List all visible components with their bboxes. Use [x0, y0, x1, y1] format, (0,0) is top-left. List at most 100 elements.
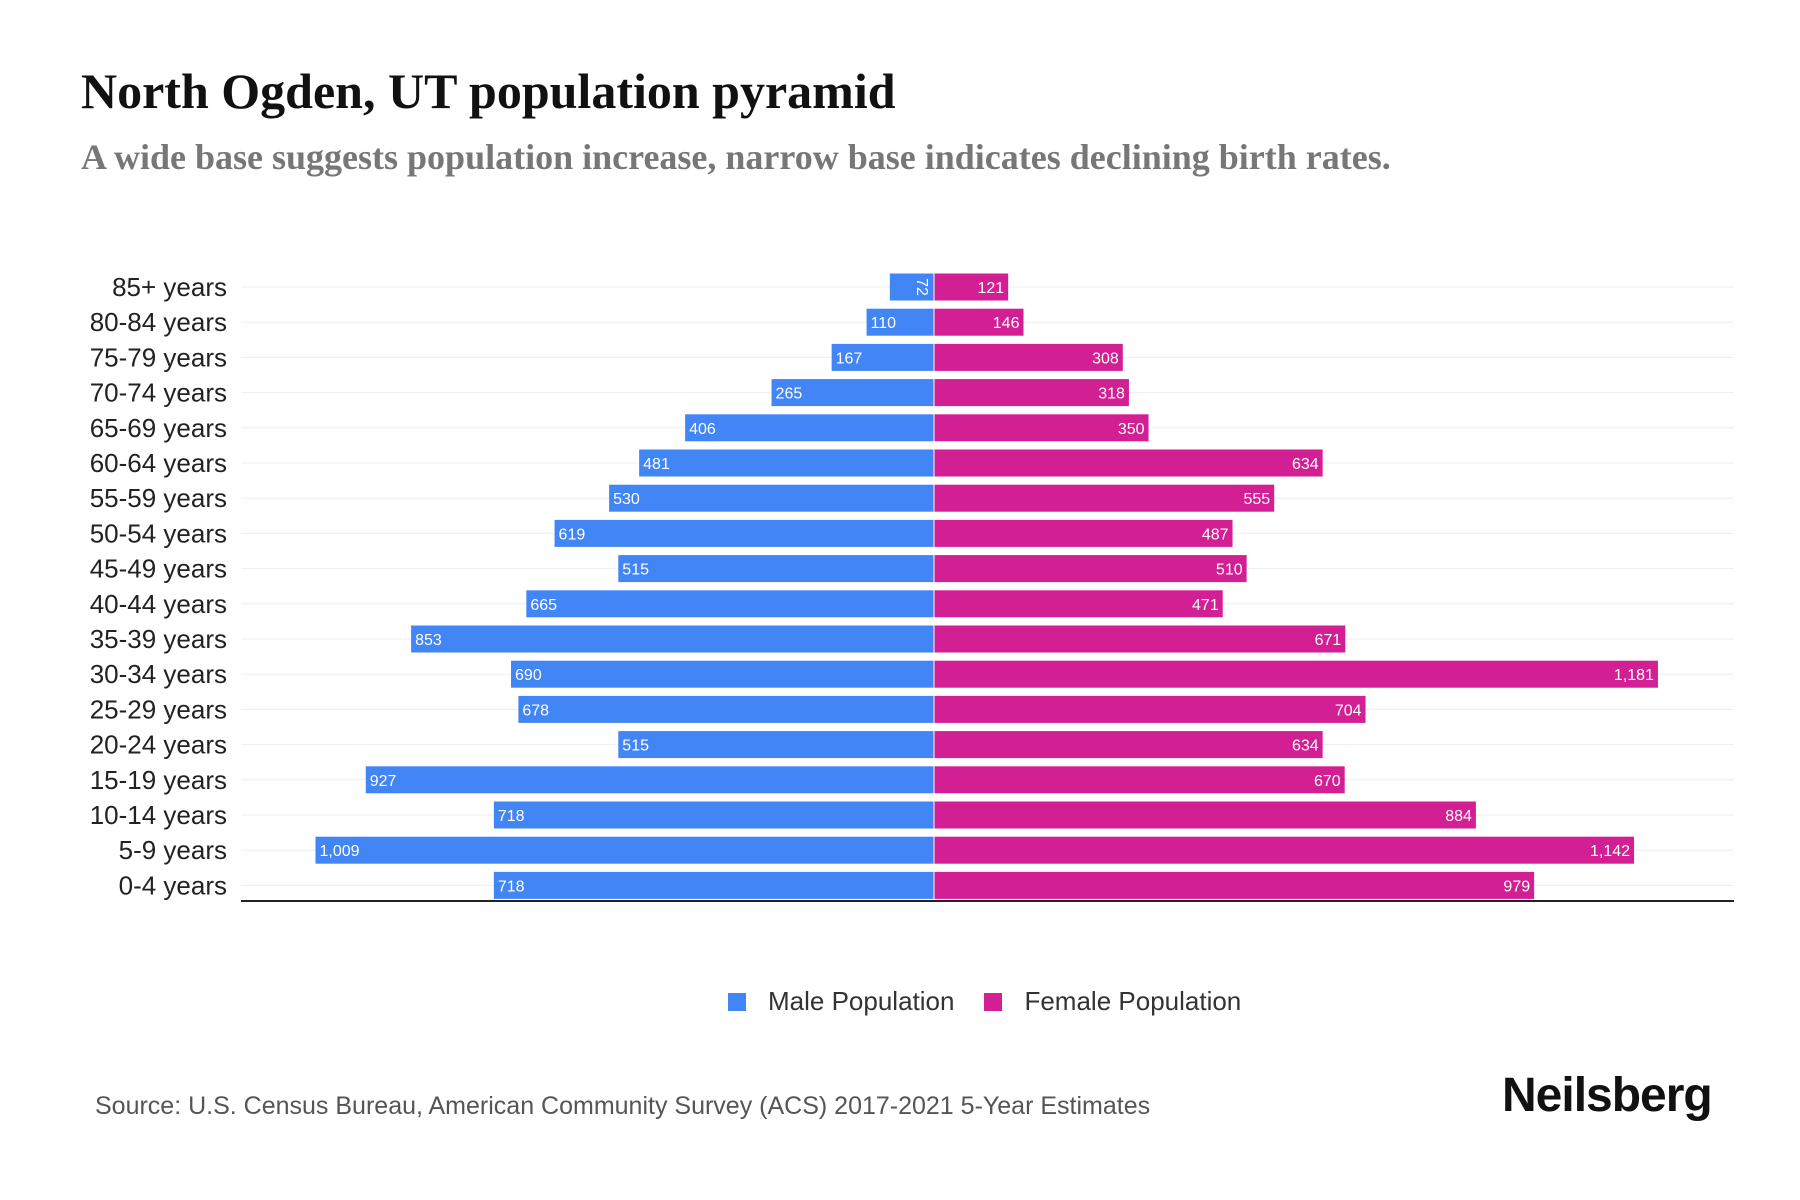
bar-male [771, 379, 934, 407]
data-label-female: 704 [1335, 702, 1362, 719]
y-tick-label: 20-24 years [90, 730, 227, 760]
bar-male [365, 766, 934, 794]
data-label-male: 1,009 [319, 843, 359, 860]
data-label-male: 678 [522, 702, 549, 719]
bar-male [685, 414, 934, 442]
bar-male [618, 731, 934, 759]
y-tick-label: 55-59 years [90, 483, 227, 513]
bar-female [934, 871, 1535, 899]
bar-female [934, 731, 1323, 759]
y-tick-label: 40-44 years [90, 589, 227, 619]
y-tick-label: 15-19 years [90, 765, 227, 795]
y-tick-label: 35-39 years [90, 624, 227, 654]
y-tick-label: 65-69 years [90, 413, 227, 443]
data-label-female: 1,181 [1614, 667, 1654, 684]
data-label-female: 555 [1244, 491, 1271, 508]
bar-female [934, 555, 1247, 583]
y-tick-label: 75-79 years [90, 342, 227, 372]
bar-male [518, 695, 934, 723]
bar-female [934, 449, 1323, 477]
data-label-female: 471 [1192, 597, 1219, 614]
bar-female [934, 695, 1366, 723]
data-label-female: 884 [1445, 808, 1472, 825]
data-label-female: 634 [1292, 738, 1319, 755]
data-label-male: 690 [515, 667, 542, 684]
bar-female [934, 766, 1345, 794]
data-label-female: 121 [977, 280, 1004, 297]
data-label-male: 515 [622, 562, 649, 579]
bar-female [934, 308, 1024, 336]
data-label-female: 1,142 [1590, 843, 1630, 860]
bar-female [934, 660, 1658, 688]
chart-subtitle: A wide base suggests population increase… [81, 137, 1391, 177]
chart-title: North Ogden, UT population pyramid [81, 63, 896, 119]
y-tick-label: 30-34 years [90, 659, 227, 689]
y-tick-label: 50-54 years [90, 518, 227, 548]
bar-male [889, 273, 934, 301]
data-label-male: 619 [559, 526, 586, 543]
data-label-male: 167 [836, 350, 863, 367]
data-label-female: 487 [1202, 526, 1229, 543]
y-tick-label: 25-29 years [90, 694, 227, 724]
y-tick-label: 5-9 years [119, 835, 227, 865]
data-label-male: 515 [622, 738, 649, 755]
data-label-female: 318 [1098, 386, 1125, 403]
source-note: Source: U.S. Census Bureau, American Com… [95, 1092, 1151, 1120]
data-label-female: 979 [1503, 878, 1530, 895]
data-label-female: 308 [1092, 350, 1119, 367]
bar-female [934, 484, 1275, 512]
legend-label-male: Male Population [768, 986, 955, 1016]
bar-female [934, 625, 1346, 653]
data-label-female: 146 [993, 315, 1020, 332]
data-label-male: 718 [498, 808, 525, 825]
legend-item-male[interactable]: Male Population [728, 986, 954, 1017]
legend: Male Population Female Population [728, 986, 1271, 1017]
y-tick-label: 0-4 years [119, 870, 227, 900]
bar-male [866, 308, 934, 336]
data-label-male: 927 [370, 773, 397, 790]
data-label-male: 718 [498, 878, 525, 895]
bar-female [934, 343, 1123, 371]
neilsberg-logo: Neilsberg [1502, 1069, 1713, 1122]
data-label-male: 265 [776, 386, 803, 403]
legend-swatch-male [728, 992, 746, 1011]
bar-male [411, 625, 935, 653]
bar-female [934, 801, 1476, 829]
bar-female [934, 590, 1223, 618]
data-label-female: 350 [1118, 421, 1145, 438]
y-tick-label: 80-84 years [90, 307, 227, 337]
data-label-female: 510 [1216, 562, 1243, 579]
bar-male [526, 590, 934, 618]
legend-label-female: Female Population [1024, 986, 1242, 1016]
bar-female [934, 836, 1635, 864]
y-tick-label: 85+ years [112, 272, 227, 302]
bar-male [609, 484, 934, 512]
bar-male [493, 871, 934, 899]
data-label-male: 530 [613, 491, 640, 508]
y-tick-label: 45-49 years [90, 554, 227, 584]
data-label-male: 110 [871, 315, 897, 332]
data-label-male: 72 [913, 278, 930, 296]
bar-female [934, 273, 1009, 301]
bar-male [493, 801, 934, 829]
data-label-male: 853 [415, 632, 442, 649]
data-label-male: 665 [530, 597, 557, 614]
bar-female [934, 414, 1149, 442]
y-tick-label: 60-64 years [90, 448, 227, 478]
bar-male [618, 555, 934, 583]
bar-female [934, 519, 1233, 547]
data-label-female: 670 [1314, 773, 1341, 790]
bar-male [511, 660, 934, 688]
bar-male [831, 343, 934, 371]
data-label-female: 671 [1315, 632, 1342, 649]
bar-male [554, 519, 934, 547]
bar-male [639, 449, 934, 477]
y-tick-label: 70-74 years [90, 378, 227, 408]
legend-swatch-female [984, 992, 1003, 1011]
bar-male [315, 836, 934, 864]
data-label-female: 634 [1292, 456, 1319, 473]
data-label-male: 481 [643, 456, 670, 473]
bar-female [934, 379, 1129, 407]
legend-item-female[interactable]: Female Population [984, 986, 1241, 1017]
